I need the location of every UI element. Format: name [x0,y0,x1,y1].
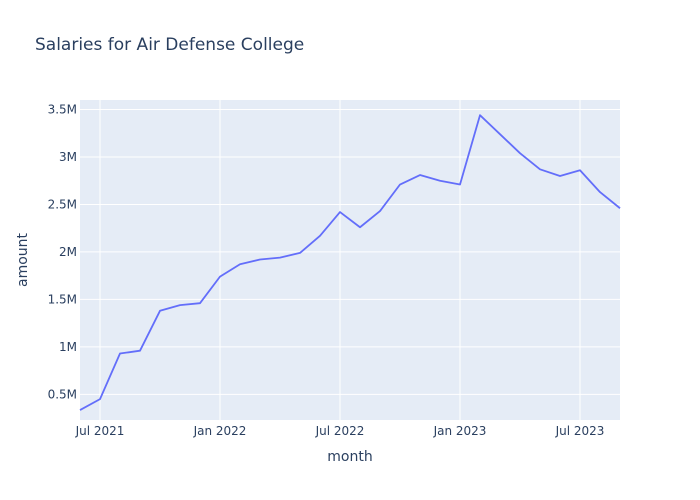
y-axis-title: amount [15,232,31,287]
x-tick-label: Jul 2021 [75,424,125,438]
x-axis-ticks: Jul 2021 Jan 2022 Jul 2022 Jan 2023 Jul 2023 [75,424,605,438]
y-tick-label: 1.5M [48,292,77,306]
x-tick-label: Jul 2022 [315,424,365,438]
chart-title: Salaries for Air Defense College [35,35,304,55]
y-tick-label: 2.5M [48,197,77,211]
series-line [79,114,621,411]
y-tick-label: 0.5M [48,387,77,401]
y-tick-label: 3.5M [48,102,77,116]
series-group [79,114,621,411]
y-tick-label: 2M [59,245,77,259]
y-tick-label: 3M [59,150,77,164]
x-axis-title: month [327,449,372,465]
y-axis-ticks: 0.5M 1M 1.5M 2M 2.5M 3M 3.5M [48,102,77,401]
y-tick-label: 1M [59,340,77,354]
x-tick-label: Jul 2023 [555,424,605,438]
x-tick-label: Jan 2022 [193,424,247,438]
grid-lines [80,100,620,420]
plot-area [80,100,620,420]
x-tick-label: Jan 2023 [433,424,487,438]
